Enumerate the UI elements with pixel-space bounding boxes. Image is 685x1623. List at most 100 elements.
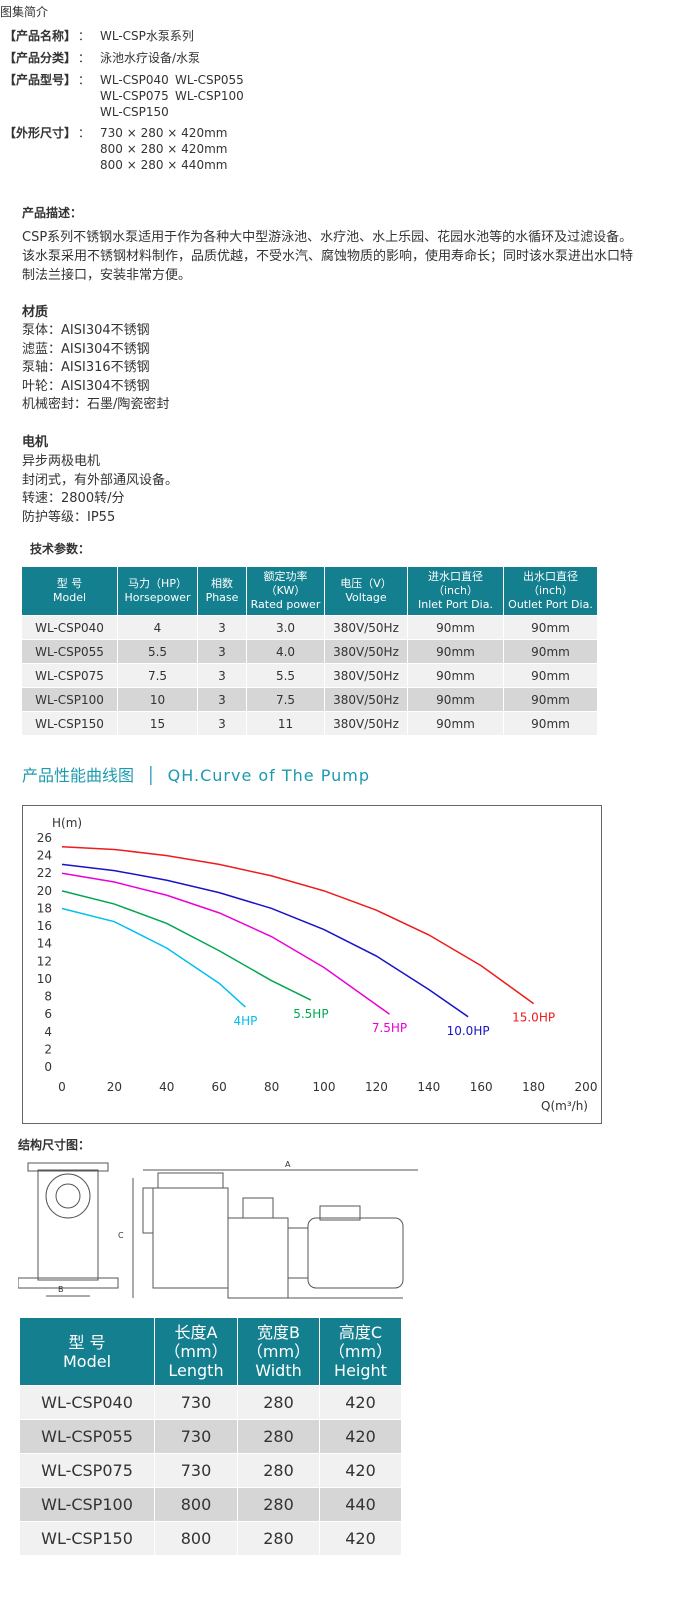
front-port xyxy=(55,1183,81,1209)
spec-value: 730 × 280 × 420mm xyxy=(100,126,228,140)
table-cell: WL-CSP055 xyxy=(19,1419,155,1454)
table-cell: 380V/50Hz xyxy=(324,615,408,640)
header-text: 出水口直径 xyxy=(523,570,578,583)
table-cell: 90mm xyxy=(503,687,598,712)
table-cell: 800 xyxy=(154,1487,238,1522)
chart-heading: 产品性能曲线图 │ QH.Curve of The Pump xyxy=(22,766,370,785)
table-cell: 420 xyxy=(319,1453,402,1488)
spec-value: WL-CSP075 xyxy=(100,89,169,103)
table-cell: 730 xyxy=(154,1385,238,1420)
x-tick-label: 60 xyxy=(212,1080,227,1094)
curve xyxy=(61,846,535,1005)
paragraph-line: 泵轴：AISI316不锈钢 xyxy=(22,360,150,375)
y-tick-label: 2 xyxy=(44,1042,52,1056)
table-cell: 3.0 xyxy=(246,615,325,640)
page-title: 图集简介 xyxy=(0,5,49,19)
y-axis-label: H(m) xyxy=(52,816,82,830)
table-cell: 4 xyxy=(117,615,198,640)
table-cell: 5.5 xyxy=(117,639,198,664)
table-cell: 90mm xyxy=(407,663,504,688)
chart-frame xyxy=(22,805,602,1124)
pump-head xyxy=(227,1217,289,1299)
header-text: Height xyxy=(334,1361,387,1380)
table-cell: 10 xyxy=(117,687,198,712)
x-tick-label: 100 xyxy=(313,1080,336,1094)
table-cell: 3 xyxy=(197,639,247,664)
header-text: （mm） xyxy=(246,1342,311,1361)
header-text: Phase xyxy=(205,591,239,604)
y-tick-label: 22 xyxy=(37,866,52,880)
x-tick-label: 0 xyxy=(58,1080,66,1094)
header-text: 电压（V） xyxy=(340,577,392,590)
spec-value: WL-CSP040 xyxy=(100,73,169,87)
x-tick-label: 140 xyxy=(417,1080,440,1094)
heading-cn: 产品性能曲线图 xyxy=(22,766,135,785)
x-tick-label: 200 xyxy=(575,1080,598,1094)
table-cell: WL-CSP075 xyxy=(19,1453,155,1488)
x-tick-label: 180 xyxy=(522,1080,545,1094)
y-tick-label: 18 xyxy=(37,901,52,915)
curve xyxy=(61,907,246,1008)
table-cell: 280 xyxy=(237,1385,320,1420)
header-text: Length xyxy=(168,1361,224,1380)
paragraph-line: 封闭式，有外部通风设备。 xyxy=(22,472,179,488)
section-title: 技术参数： xyxy=(30,542,91,556)
spec-value: WL-CSP100 xyxy=(175,89,244,103)
table-cell: 280 xyxy=(237,1487,320,1522)
y-tick-label: 10 xyxy=(37,972,52,986)
paragraph-line: 机械密封：石墨/陶瓷密封 xyxy=(22,397,170,412)
table-cell: 90mm xyxy=(503,639,598,664)
spec-label: 【产品型号】 xyxy=(4,73,77,87)
header-text: 型 号 xyxy=(68,1332,106,1352)
header-text: Outlet Port Dia. xyxy=(508,598,593,611)
header-text: （inch） xyxy=(527,584,574,597)
table-cell: 380V/50Hz xyxy=(324,663,408,688)
header-text: 宽度B xyxy=(257,1323,300,1342)
header-text: 额定功率 xyxy=(263,570,308,583)
y-tick-label: 16 xyxy=(37,919,52,933)
header-cell: 进水口直径 （inch） Inlet Port Dia. xyxy=(407,566,504,616)
pump-drawing xyxy=(18,1162,418,1299)
table-cell: WL-CSP150 xyxy=(19,1521,155,1556)
motor xyxy=(307,1217,404,1289)
x-tick-label: 20 xyxy=(107,1080,122,1094)
section-title: 材质 xyxy=(22,305,49,320)
front-body xyxy=(37,1169,99,1281)
header-text: 相数 xyxy=(211,577,233,590)
curve-label: 7.5HP xyxy=(372,1021,407,1035)
coupling xyxy=(287,1227,309,1279)
header-text: 进水口直径 xyxy=(428,570,483,583)
spec-sep: ： xyxy=(78,126,91,140)
table-cell: WL-CSP040 xyxy=(19,1385,155,1420)
header-cell: 型 号 Model xyxy=(19,1317,155,1386)
table-cell: 380V/50Hz xyxy=(324,687,408,712)
spec-value: 泳池水疗设备/水泵 xyxy=(100,51,201,65)
x-tick-label: 80 xyxy=(264,1080,279,1094)
spec-value: 800 × 280 × 420mm xyxy=(100,142,228,156)
spec-label: 【外形尺寸】 xyxy=(4,126,77,140)
paragraph-line: CSP系列不锈钢水泵适用于作为各种大中型游泳池、水疗池、水上乐园、花园水池等的水… xyxy=(22,230,633,245)
header-cell: 长度A （mm） Length xyxy=(154,1317,238,1386)
dim-label: A xyxy=(285,1160,291,1169)
table-cell: 420 xyxy=(319,1419,402,1454)
table-cell: 90mm xyxy=(407,615,504,640)
curve-label: 10.0HP xyxy=(447,1024,490,1038)
label-bg xyxy=(221,1013,270,1029)
label-bg xyxy=(286,1006,335,1022)
table-cell: WL-CSP040 xyxy=(21,615,118,640)
front-flange xyxy=(45,1173,91,1219)
header-cell: 宽度B （mm） Width xyxy=(237,1317,320,1386)
header-text: Model xyxy=(52,591,87,604)
table-cell: WL-CSP100 xyxy=(21,687,118,712)
table-cell: 800 xyxy=(154,1521,238,1556)
table-cell: 420 xyxy=(319,1385,402,1420)
table-cell: 90mm xyxy=(503,663,598,688)
header-text: 长度A xyxy=(174,1323,218,1342)
x-axis-label: Q(m³/h) xyxy=(541,1099,588,1113)
table-cell: 3 xyxy=(197,615,247,640)
curve-label: 15.0HP xyxy=(512,1011,555,1025)
header-cell: 型 号 Model xyxy=(21,566,118,616)
label-bg xyxy=(444,1022,493,1038)
